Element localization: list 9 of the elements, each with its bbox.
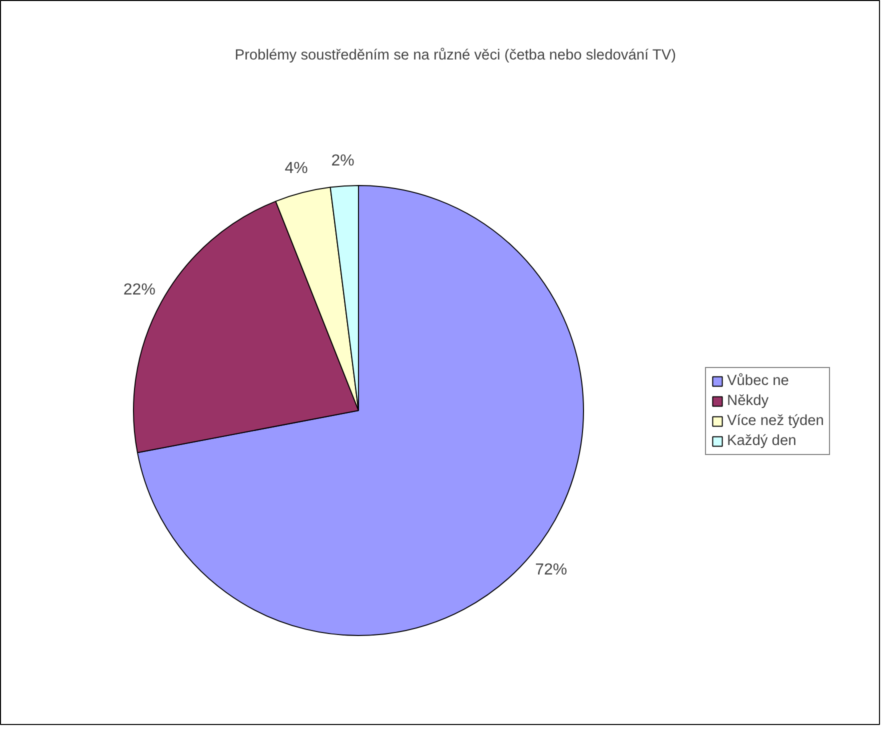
legend-label: Více než týden <box>727 413 824 429</box>
legend-label: Vůbec ne <box>727 373 789 389</box>
data-label: 22% <box>123 282 156 299</box>
data-label: 2% <box>331 152 354 170</box>
data-label: 72% <box>535 561 568 578</box>
legend-label: Každý den <box>727 433 796 449</box>
legend-label: Někdy <box>727 393 769 409</box>
data-label: 4% <box>284 160 308 177</box>
chart-title: Problémy soustředěním se na různé věci (četba nebo sledování TV) <box>234 48 676 64</box>
